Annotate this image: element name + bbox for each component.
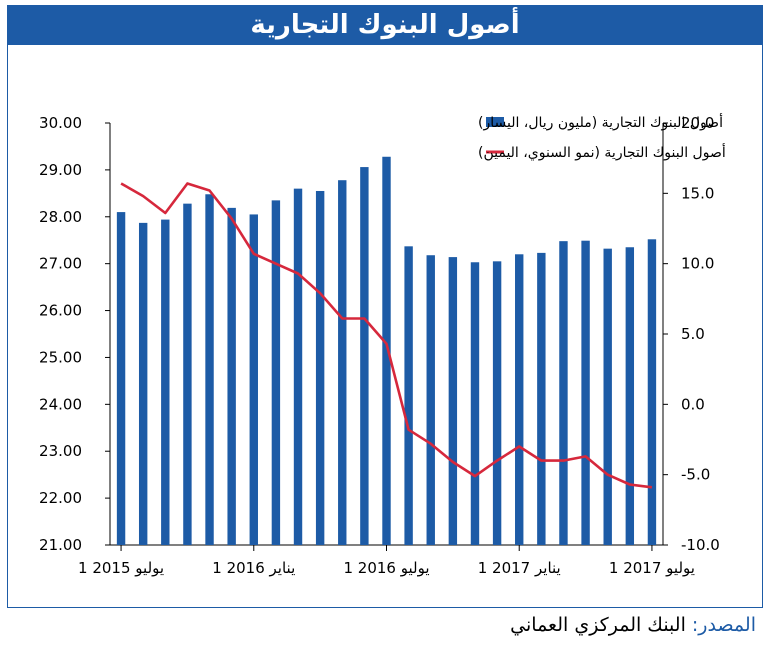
source-label: المصدر: [691,614,756,636]
left-tick-label: 26.00 [39,302,82,320]
bar-14 [426,255,435,545]
left-tick-label: 29.00 [39,161,82,179]
source-text: البنك المركزي العماني [510,614,686,636]
right-tick-label: -5.0 [681,466,710,484]
bar-23 [625,247,635,545]
bar-11 [360,167,369,545]
right-tick-label: -10.0 [681,536,720,554]
bar-15 [448,257,458,545]
x-tick-label: 1 يناير 2017 [478,559,561,577]
legend-bar-swatch [486,117,504,127]
bar-12 [382,156,391,545]
bar-2 [161,219,170,545]
right-tick-label: 20.0 [681,114,714,132]
left-tick-label: 23.00 [39,442,82,460]
left-tick-label: 25.00 [39,348,82,366]
right-tick-label: 10.0 [681,255,714,273]
bar-20 [559,241,568,545]
x-tick-label: 1 يوليو 2016 [343,559,429,577]
right-tick-label: 15.0 [681,184,714,202]
left-tick-label: 27.00 [39,255,82,273]
chart-title: أصول البنوك التجارية [7,5,763,45]
bar-6 [249,214,258,545]
left-tick-label: 24.00 [39,395,82,413]
x-tick-label: 1 يوليو 2017 [609,559,695,577]
bar-22 [603,248,612,545]
bar-18 [515,254,524,546]
chart-svg: 30.00 29.00 28.00 27.00 26.00 25.00 24.00 23.00… [39,113,726,577]
bar-21 [581,240,590,546]
bar-0 [116,212,126,546]
bar-3 [183,203,192,545]
growth-line [120,182,653,489]
right-tick-label: 5.0 [681,325,705,343]
bar-7 [271,200,281,545]
bar-5 [227,207,236,545]
left-tick-label: 22.00 [39,489,82,507]
legend-line-label: أصول البنوك التجارية (نمو السنوي، اليمين… [478,143,726,161]
plot-border [7,45,763,608]
x-tick-label: 1 يوليو 2015 [78,559,164,577]
bar-13 [404,246,413,545]
bar-24 [647,239,657,546]
source-note: المصدر: البنك المركزي العماني [510,614,756,636]
right-tick-label: 0.0 [681,395,705,413]
bar-4 [205,194,214,545]
bar-17 [492,261,502,545]
x-tick-label: 1 يناير 2016 [212,559,295,577]
bar-1 [138,222,148,545]
bar-9 [315,190,325,545]
left-tick-label: 28.00 [39,208,82,226]
left-tick-label: 30.00 [39,114,82,132]
bar-16 [470,262,480,545]
bar-10 [338,180,347,545]
bar-19 [537,252,546,546]
bar-8 [293,188,303,545]
left-tick-label: 21.00 [39,536,82,554]
legend-bar-label: أصول البنوك التجارية (مليون ريال، اليسار… [478,113,723,131]
